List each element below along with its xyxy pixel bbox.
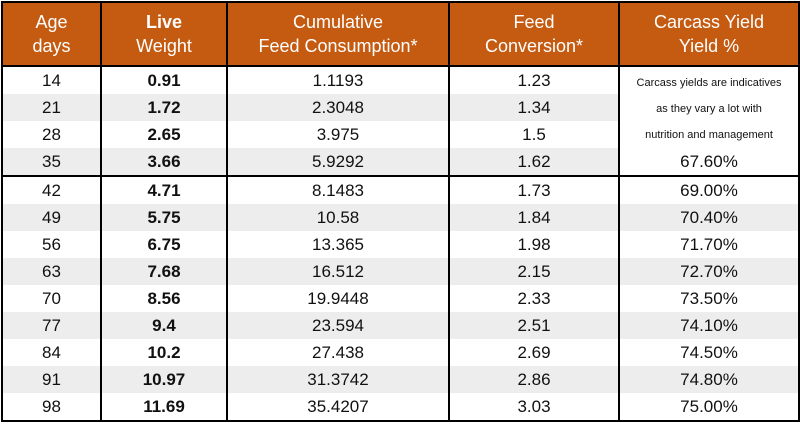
cell-weight: 9.4 [100, 312, 228, 339]
cell-yield: 75.00% [618, 393, 800, 422]
table-row: 70 8.56 19.9448 2.33 73.50% [1, 285, 800, 312]
cell-weight: 10.2 [100, 339, 228, 366]
cell-age: 91 [1, 366, 102, 393]
cell-feed: 23.594 [226, 312, 450, 339]
header-feed-line1: Cumulative [292, 12, 384, 32]
cell-yield: 69.00% [618, 175, 800, 204]
cell-yield: 74.50% [618, 339, 800, 366]
cell-age: 98 [1, 393, 102, 422]
yield-note-line1: Carcass yields are indicatives [636, 76, 782, 89]
table-row: 84 10.2 27.438 2.69 74.50% [1, 339, 800, 366]
cell-conversion: 1.62 [448, 148, 620, 176]
cell-conversion: 2.51 [448, 312, 620, 339]
table-row: 28 2.65 3.975 1.5 [1, 121, 799, 148]
cell-age: 49 [1, 204, 102, 231]
cell-age: 63 [1, 258, 102, 285]
cell-yield: 70.40% [618, 204, 800, 231]
header-age-line1: Age [35, 12, 68, 32]
cell-feed: 1.1193 [226, 66, 450, 94]
cell-weight: 2.65 [100, 121, 228, 148]
cell-age: 84 [1, 339, 102, 366]
cell-yield: 73.50% [618, 285, 800, 312]
header-age-line2: days [32, 36, 71, 56]
yield-note-line3: nutrition and management [645, 128, 773, 141]
cell-weight: 3.66 [100, 148, 228, 176]
cell-conversion: 3.03 [448, 393, 620, 422]
cell-conversion: 1.73 [448, 175, 620, 204]
cell-feed: 16.512 [226, 258, 450, 285]
yield-note-line2: as they vary a lot with [656, 102, 762, 115]
cell-weight: 6.75 [100, 231, 228, 258]
table-row: 91 10.97 31.3742 2.86 74.80% [1, 366, 800, 393]
cell-age: 42 [1, 175, 102, 204]
header-age: Age days [1, 1, 102, 67]
header-feed-line2: Feed Consumption* [258, 36, 418, 56]
cell-feed: 3.975 [226, 121, 450, 148]
table-row: 49 5.75 10.58 1.84 70.40% [1, 204, 800, 231]
cell-yield: 74.80% [618, 366, 800, 393]
cell-feed: 19.9448 [226, 285, 450, 312]
cell-conversion: 1.34 [448, 94, 620, 121]
cell-yield: 71.70% [618, 231, 800, 258]
cell-conversion: 2.15 [448, 258, 620, 285]
cell-conversion: 1.23 [448, 66, 620, 94]
cell-conversion: 2.69 [448, 339, 620, 366]
cell-conversion: 1.5 [448, 121, 620, 148]
header-feed-conversion: Feed Conversion* [448, 1, 620, 67]
cell-feed: 2.3048 [226, 94, 450, 121]
cell-yield: 74.10% [618, 312, 800, 339]
cell-weight: 10.97 [100, 366, 228, 393]
cell-yield: 72.70% [618, 258, 800, 285]
cell-feed: 8.1483 [226, 175, 450, 204]
cell-feed: 5.9292 [226, 148, 450, 176]
table-row: 42 4.71 8.1483 1.73 69.00% [1, 175, 800, 204]
cell-yield: 67.60% [618, 148, 800, 176]
header-carcass-yield: Carcass Yield Yield % [618, 1, 800, 67]
cell-age: 14 [1, 66, 102, 94]
header-conv-line2: Conversion* [484, 36, 584, 56]
table-row: 56 6.75 13.365 1.98 71.70% [1, 231, 800, 258]
cell-weight: 5.75 [100, 204, 228, 231]
header-live-line2: Weight [136, 36, 192, 56]
header-row: Age days Live Weight Cumulative Feed Con… [1, 1, 800, 67]
cell-conversion: 1.98 [448, 231, 620, 258]
cell-age: 28 [1, 121, 102, 148]
table-row: 14 0.91 1.1193 1.23 Carcass yields are i… [1, 66, 800, 148]
cell-age: 70 [1, 285, 102, 312]
cell-weight: 8.56 [100, 285, 228, 312]
cell-feed: 31.3742 [226, 366, 450, 393]
table-row: 21 1.72 2.3048 1.34 [1, 94, 799, 121]
cell-weight: 1.72 [100, 94, 228, 121]
cell-age: 56 [1, 231, 102, 258]
table-row: 63 7.68 16.512 2.15 72.70% [1, 258, 800, 285]
header-live-line1: Live [145, 12, 183, 32]
header-yield-line1: Carcass Yield [653, 12, 765, 32]
cell-weight: 0.91 [100, 66, 228, 94]
cell-conversion: 2.86 [448, 366, 620, 393]
cell-age: 21 [1, 94, 102, 121]
cell-weight: 7.68 [100, 258, 228, 285]
header-feed-consumption: Cumulative Feed Consumption* [226, 1, 450, 67]
yield-note: Carcass yields are indicatives as they v… [618, 66, 800, 148]
table-row: 77 9.4 23.594 2.51 74.10% [1, 312, 800, 339]
growth-table: Age days Live Weight Cumulative Feed Con… [1, 1, 800, 422]
cell-feed: 35.4207 [226, 393, 450, 422]
cell-age: 77 [1, 312, 102, 339]
table-row: 35 3.66 5.9292 1.62 67.60% [1, 148, 800, 176]
header-live-weight: Live Weight [100, 1, 228, 67]
table-row: 98 11.69 35.4207 3.03 75.00% [1, 393, 800, 422]
cell-weight: 4.71 [100, 175, 228, 204]
cell-conversion: 2.33 [448, 285, 620, 312]
header-conv-line1: Feed [513, 12, 555, 32]
cell-weight: 11.69 [100, 393, 228, 422]
cell-age: 35 [1, 148, 102, 176]
cell-feed: 27.438 [226, 339, 450, 366]
header-yield-line2: Yield % [678, 36, 740, 56]
cell-conversion: 1.84 [448, 204, 620, 231]
cell-feed: 10.58 [226, 204, 450, 231]
cell-feed: 13.365 [226, 231, 450, 258]
